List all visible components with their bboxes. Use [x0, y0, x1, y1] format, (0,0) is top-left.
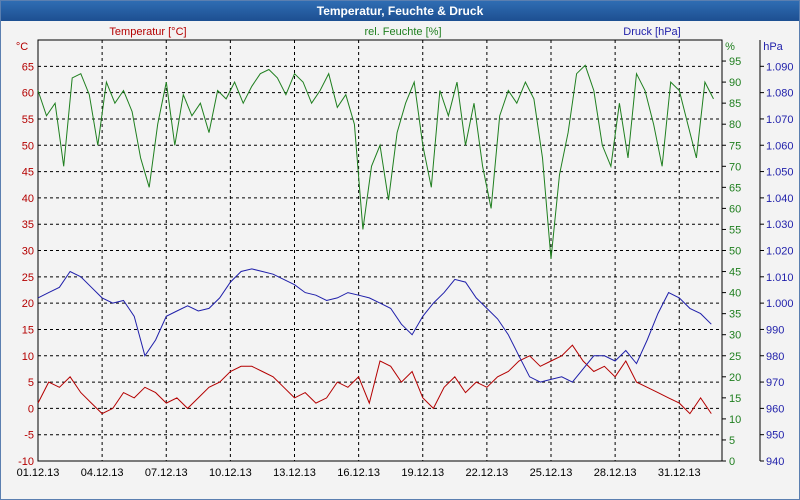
pressure-tick-label: 990: [766, 324, 784, 336]
temperature-tick-label: 0: [28, 403, 34, 415]
humidity-tick-label: 70: [729, 161, 741, 173]
humidity-tick-label: 45: [729, 267, 741, 279]
pressure-tick-label: 1.000: [766, 298, 794, 310]
window-title: Temperatur, Feuchte & Druck: [1, 1, 799, 21]
pressure-tick-label: 940: [766, 456, 784, 468]
temperature-tick-label: 5: [28, 377, 34, 389]
humidity-tick-label: 25: [729, 351, 741, 363]
temperature-tick-label: 50: [22, 140, 34, 152]
temperature-series-line: [37, 344, 712, 415]
temperature-tick-label: 60: [22, 88, 34, 100]
humidity-tick-label: 35: [729, 309, 741, 321]
humidity-tick-label: 15: [729, 393, 741, 405]
temperature-tick-label: 30: [22, 246, 34, 258]
pressure-tick-label: 1.090: [766, 61, 794, 73]
humidity-tick-label: 30: [729, 330, 741, 342]
x-tick-label: 25.12.13: [530, 467, 573, 479]
humidity-unit: %: [725, 41, 735, 53]
humidity-tick-label: 5: [729, 435, 735, 447]
series-layer: [37, 64, 714, 415]
x-tick-label: 10.12.13: [209, 467, 252, 479]
pressure-tick-label: 970: [766, 377, 784, 389]
temperature-tick-label: 10: [22, 351, 34, 363]
pressure-tick-label: 1.030: [766, 219, 794, 231]
pressure-tick-label: 980: [766, 351, 784, 363]
pressure-tick-label: 1.020: [766, 246, 794, 258]
temperature-tick-label: -10: [18, 456, 34, 468]
pressure-series-line: [37, 268, 712, 383]
temperature-tick-label: 40: [22, 193, 34, 205]
humidity-tick-label: 0: [729, 456, 735, 468]
pressure-tick-label: 1.080: [766, 88, 794, 100]
temperature-tick-label: 35: [22, 219, 34, 231]
x-tick-label: 13.12.13: [273, 467, 316, 479]
pressure-tick-label: 1.060: [766, 140, 794, 152]
pressure-tick-label: 1.070: [766, 114, 794, 126]
temperature-tick-label: 15: [22, 324, 34, 336]
temperature-tick-label: 45: [22, 167, 34, 179]
pressure-tick-label: 1.040: [766, 193, 794, 205]
humidity-tick-label: 75: [729, 140, 741, 152]
temperature-tick-label: 20: [22, 298, 34, 310]
legend-temperature: Temperatur [°C]: [109, 26, 186, 38]
legend-pressure: Druck [hPa]: [623, 26, 680, 38]
x-tick-label: 22.12.13: [465, 467, 508, 479]
x-tick-label: 19.12.13: [401, 467, 444, 479]
humidity-tick-label: 50: [729, 246, 741, 258]
humidity-tick-label: 20: [729, 372, 741, 384]
humidity-tick-label: 95: [729, 56, 741, 68]
humidity-tick-label: 65: [729, 182, 741, 194]
pressure-unit: hPa: [763, 41, 783, 53]
humidity-tick-label: 10: [729, 414, 741, 426]
x-tick-label: 07.12.13: [145, 467, 188, 479]
pressure-tick-label: 960: [766, 403, 784, 415]
pressure-tick-label: 1.050: [766, 167, 794, 179]
humidity-tick-label: 90: [729, 77, 741, 89]
x-tick-label: 31.12.13: [658, 467, 701, 479]
humidity-tick-label: 85: [729, 98, 741, 110]
humidity-tick-label: 60: [729, 203, 741, 215]
x-tick-label: 01.12.13: [17, 467, 60, 479]
x-tick-label: 04.12.13: [81, 467, 124, 479]
x-tick-label: 16.12.13: [337, 467, 380, 479]
pressure-tick-label: 1.010: [766, 272, 794, 284]
humidity-series-line: [37, 64, 714, 259]
x-tick-label: 28.12.13: [594, 467, 637, 479]
temperature-tick-label: 65: [22, 61, 34, 73]
temperature-tick-label: 25: [22, 272, 34, 284]
humidity-tick-label: 40: [729, 288, 741, 300]
temperature-unit: °C: [16, 41, 28, 53]
pressure-tick-label: 950: [766, 430, 784, 442]
humidity-tick-label: 55: [729, 224, 741, 236]
humidity-tick-label: 80: [729, 119, 741, 131]
temperature-tick-label: -5: [24, 430, 34, 442]
temperature-tick-label: 55: [22, 114, 34, 126]
legend-humidity: rel. Feuchte [%]: [364, 26, 441, 38]
grid: [38, 40, 722, 461]
axes-layer: 01.12.13 04.12.13 07.12.13 10.12.13 13.12.13…: [17, 40, 794, 479]
